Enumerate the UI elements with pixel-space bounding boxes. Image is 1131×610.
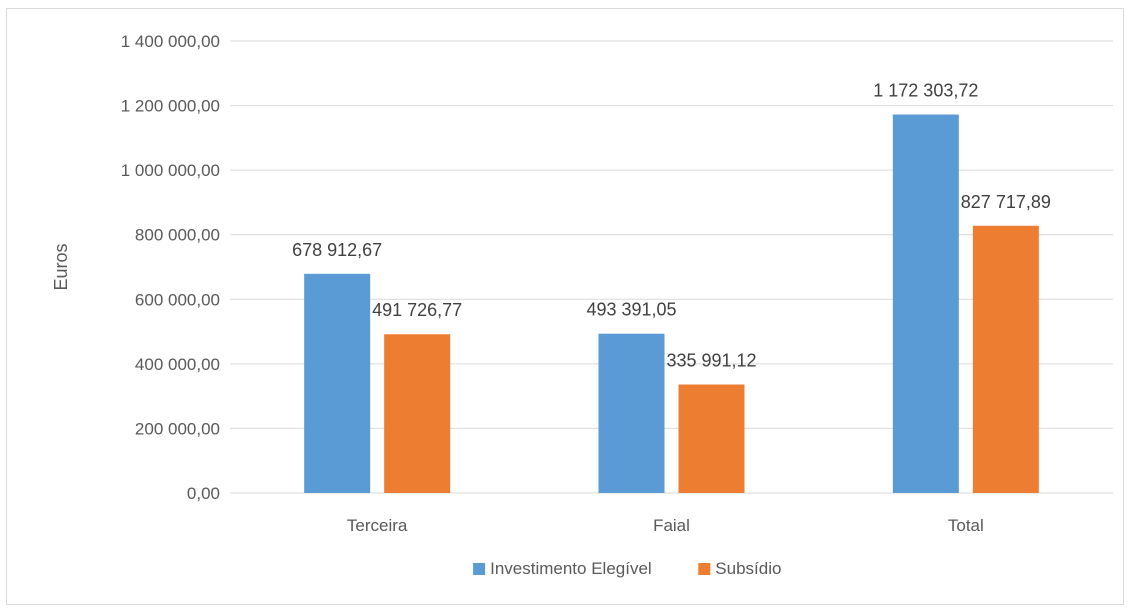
- x-category-label: Terceira: [347, 516, 408, 535]
- bar-investimento-elegivel: [892, 114, 959, 493]
- legend-swatch-subsidio: [698, 563, 711, 575]
- legend-swatch-investimento-elegivel: [473, 563, 486, 575]
- bar-subsidio: [678, 384, 745, 493]
- y-tick-label: 600 000,00: [135, 290, 220, 309]
- data-label: 678 912,67: [292, 240, 382, 260]
- y-tick-label: 1 200 000,00: [121, 97, 220, 116]
- data-label: 827 717,89: [961, 192, 1051, 212]
- y-tick-label: 1 400 000,00: [121, 32, 220, 51]
- bar-subsidio: [384, 334, 451, 493]
- data-label: 335 991,12: [666, 351, 756, 371]
- y-tick-label: 800 000,00: [135, 226, 220, 245]
- legend-label: Subsídio: [715, 559, 781, 578]
- y-tick-label: 1 000 000,00: [121, 161, 220, 180]
- bar-subsidio: [972, 225, 1039, 493]
- chart-area: 0,00 200 000,00 400 000,00 600 000,00 800 00…: [6, 8, 1124, 605]
- bar-chart: 0,00 200 000,00 400 000,00 600 000,00 800 00…: [51, 32, 1113, 578]
- bar-investimento-elegivel: [598, 333, 665, 493]
- x-category-label: Faial: [653, 516, 690, 535]
- data-label: 1 172 303,72: [873, 81, 978, 101]
- y-tick-label: 0,00: [187, 484, 220, 503]
- data-label: 493 391,05: [586, 300, 676, 320]
- bar-investimento-elegivel: [304, 273, 371, 493]
- y-tick-label: 200 000,00: [135, 419, 220, 438]
- legend-label: Investimento Elegível: [490, 559, 652, 578]
- y-tick-label: 400 000,00: [135, 355, 220, 374]
- x-category-label: Total: [948, 516, 984, 535]
- y-axis-title: Euros: [51, 243, 71, 290]
- data-label: 491 726,77: [372, 300, 462, 320]
